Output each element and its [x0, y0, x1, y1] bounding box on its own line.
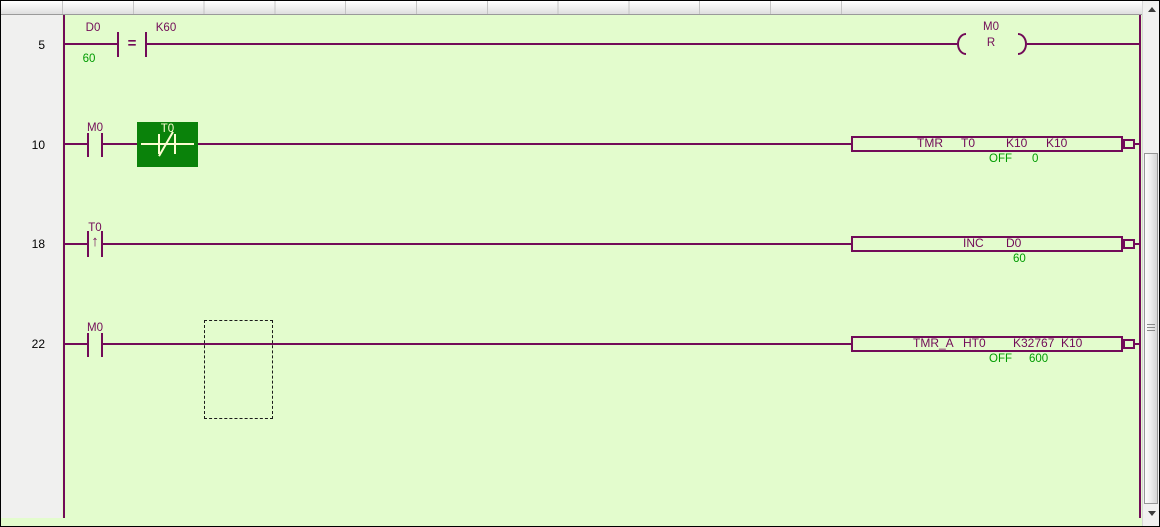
contact-device-label: M0 — [87, 122, 103, 134]
selection-marquee — [204, 320, 273, 419]
rung-number: 18 — [31, 237, 45, 251]
edge-contact-bar[interactable] — [101, 231, 103, 257]
compare-operator[interactable]: = — [127, 35, 137, 52]
instruction-output-tab — [1123, 139, 1135, 149]
edge-contact-bar[interactable] — [87, 231, 89, 257]
inc-instruction-box[interactable] — [851, 236, 1123, 252]
nc-contact-bar — [174, 134, 176, 154]
instruction-output-tab — [1123, 239, 1135, 249]
monitor-value: 600 — [1029, 353, 1049, 365]
rung-number: 10 — [31, 138, 45, 152]
wire-segment — [1135, 343, 1140, 345]
compare-contact-bar[interactable] — [145, 32, 147, 57]
right-power-rail — [1139, 15, 1141, 518]
compare-contact-bar[interactable] — [117, 32, 119, 57]
wire-segment — [103, 343, 851, 345]
wire-segment — [65, 243, 89, 245]
rung-number: 22 — [31, 337, 45, 351]
wire-segment — [103, 143, 137, 145]
nc-contact-bar — [158, 134, 160, 154]
instruction-mnemonic: TMR — [917, 136, 943, 150]
instruction-mnemonic: INC — [963, 236, 984, 250]
wire-segment — [65, 343, 89, 345]
compare-right-operand-label: K60 — [155, 22, 177, 34]
instruction-operand: K10 — [1061, 336, 1083, 350]
rising-edge-arrow-icon[interactable]: ↑ — [91, 233, 99, 250]
wire-segment — [147, 43, 957, 45]
vertical-scrollbar[interactable] — [1142, 1, 1159, 526]
contact-device-label: M0 — [87, 322, 103, 334]
monitor-state: OFF — [989, 353, 1012, 365]
scrollbar-grip-icon — [1147, 324, 1155, 333]
contact-device-label: T0 — [88, 222, 102, 234]
wire-segment — [1135, 243, 1140, 245]
vertical-scrollbar-thumb[interactable] — [1144, 153, 1158, 504]
nc-contact-wire — [141, 143, 194, 145]
coil-symbol[interactable]: R — [986, 37, 996, 49]
selected-nc-contact[interactable]: T0 — [137, 122, 198, 167]
instruction-operand: K10 — [1006, 136, 1028, 150]
wire-segment — [198, 143, 851, 145]
wire-segment — [65, 143, 89, 145]
coil-right-paren[interactable] — [1018, 33, 1027, 55]
grid-column-dividers — [62, 1, 843, 14]
scroll-up-icon — [1147, 6, 1156, 12]
instruction-operand: HT0 — [963, 336, 986, 350]
scroll-down-button[interactable] — [1143, 504, 1159, 522]
instruction-operand: T0 — [961, 136, 976, 150]
no-contact-bar[interactable] — [101, 333, 103, 357]
wire-segment — [1027, 43, 1140, 45]
tmr-instruction-box[interactable] — [851, 136, 1123, 152]
left-power-rail — [63, 15, 65, 518]
scroll-up-button[interactable] — [1143, 1, 1159, 17]
instruction-operand: K10 — [1046, 136, 1068, 150]
wire-segment — [1135, 143, 1140, 145]
selected-contact-device-label: T0 — [160, 123, 175, 135]
no-contact-bar[interactable] — [101, 133, 103, 157]
rung-number-margin: 5 10 18 22 — [1, 15, 62, 518]
tmr-a-instruction-box[interactable] — [851, 336, 1123, 352]
monitor-state: OFF — [989, 153, 1012, 165]
instruction-operand: D0 — [1006, 236, 1022, 250]
rung-number: 5 — [38, 38, 45, 52]
wire-segment — [103, 243, 851, 245]
monitor-value: 60 — [82, 53, 96, 65]
wire-segment — [65, 43, 117, 45]
monitor-value: 60 — [1013, 253, 1026, 265]
instruction-output-tab — [1123, 339, 1135, 349]
monitor-value: 0 — [1032, 153, 1039, 165]
instruction-mnemonic: TMR_A — [913, 336, 954, 350]
grid-header-row — [1, 1, 1142, 15]
scroll-down-icon — [1147, 510, 1156, 516]
coil-device-label: M0 — [983, 21, 999, 33]
compare-left-operand-label: D0 — [85, 22, 101, 34]
no-contact-bar[interactable] — [87, 333, 89, 357]
no-contact-bar[interactable] — [87, 133, 89, 157]
instruction-operand: K32767 — [1013, 336, 1055, 350]
coil-left-paren[interactable] — [957, 33, 966, 55]
